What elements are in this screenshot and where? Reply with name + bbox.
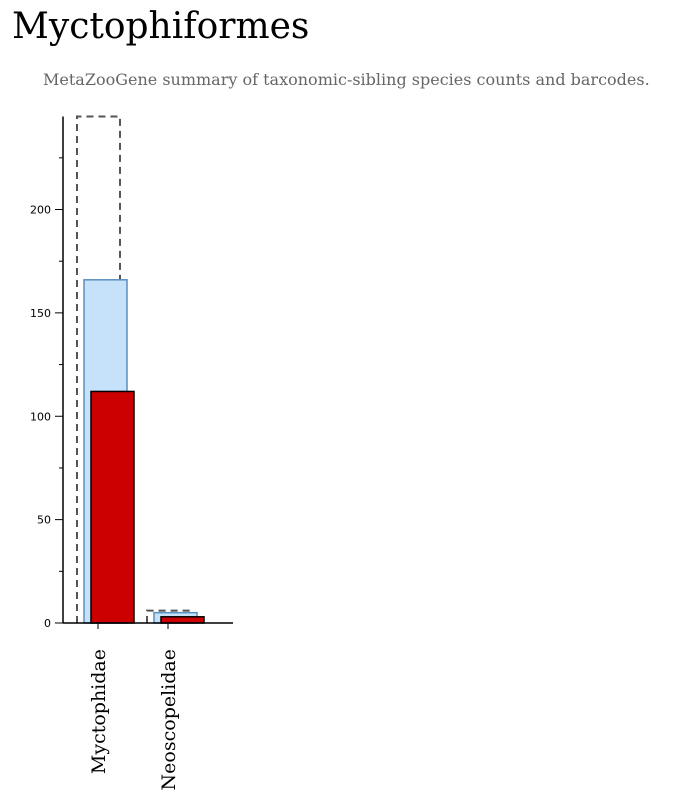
page-subtitle: MetaZooGene summary of taxonomic-sibling…	[43, 70, 650, 89]
bar-total-outline	[76, 115, 121, 623]
y-tick-label: 100	[30, 410, 51, 423]
bar-red	[90, 390, 135, 624]
y-tick-label: 0	[44, 617, 51, 630]
y-tick-label: 200	[30, 204, 51, 217]
page-title: Myctophiformes	[12, 6, 310, 47]
x-category-label: Neoscopelidae	[158, 649, 180, 790]
bar-red	[160, 616, 205, 624]
x-category-label: Myctophidae	[88, 649, 110, 774]
y-tick-label: 150	[30, 307, 51, 320]
y-tick-label: 50	[37, 514, 51, 527]
